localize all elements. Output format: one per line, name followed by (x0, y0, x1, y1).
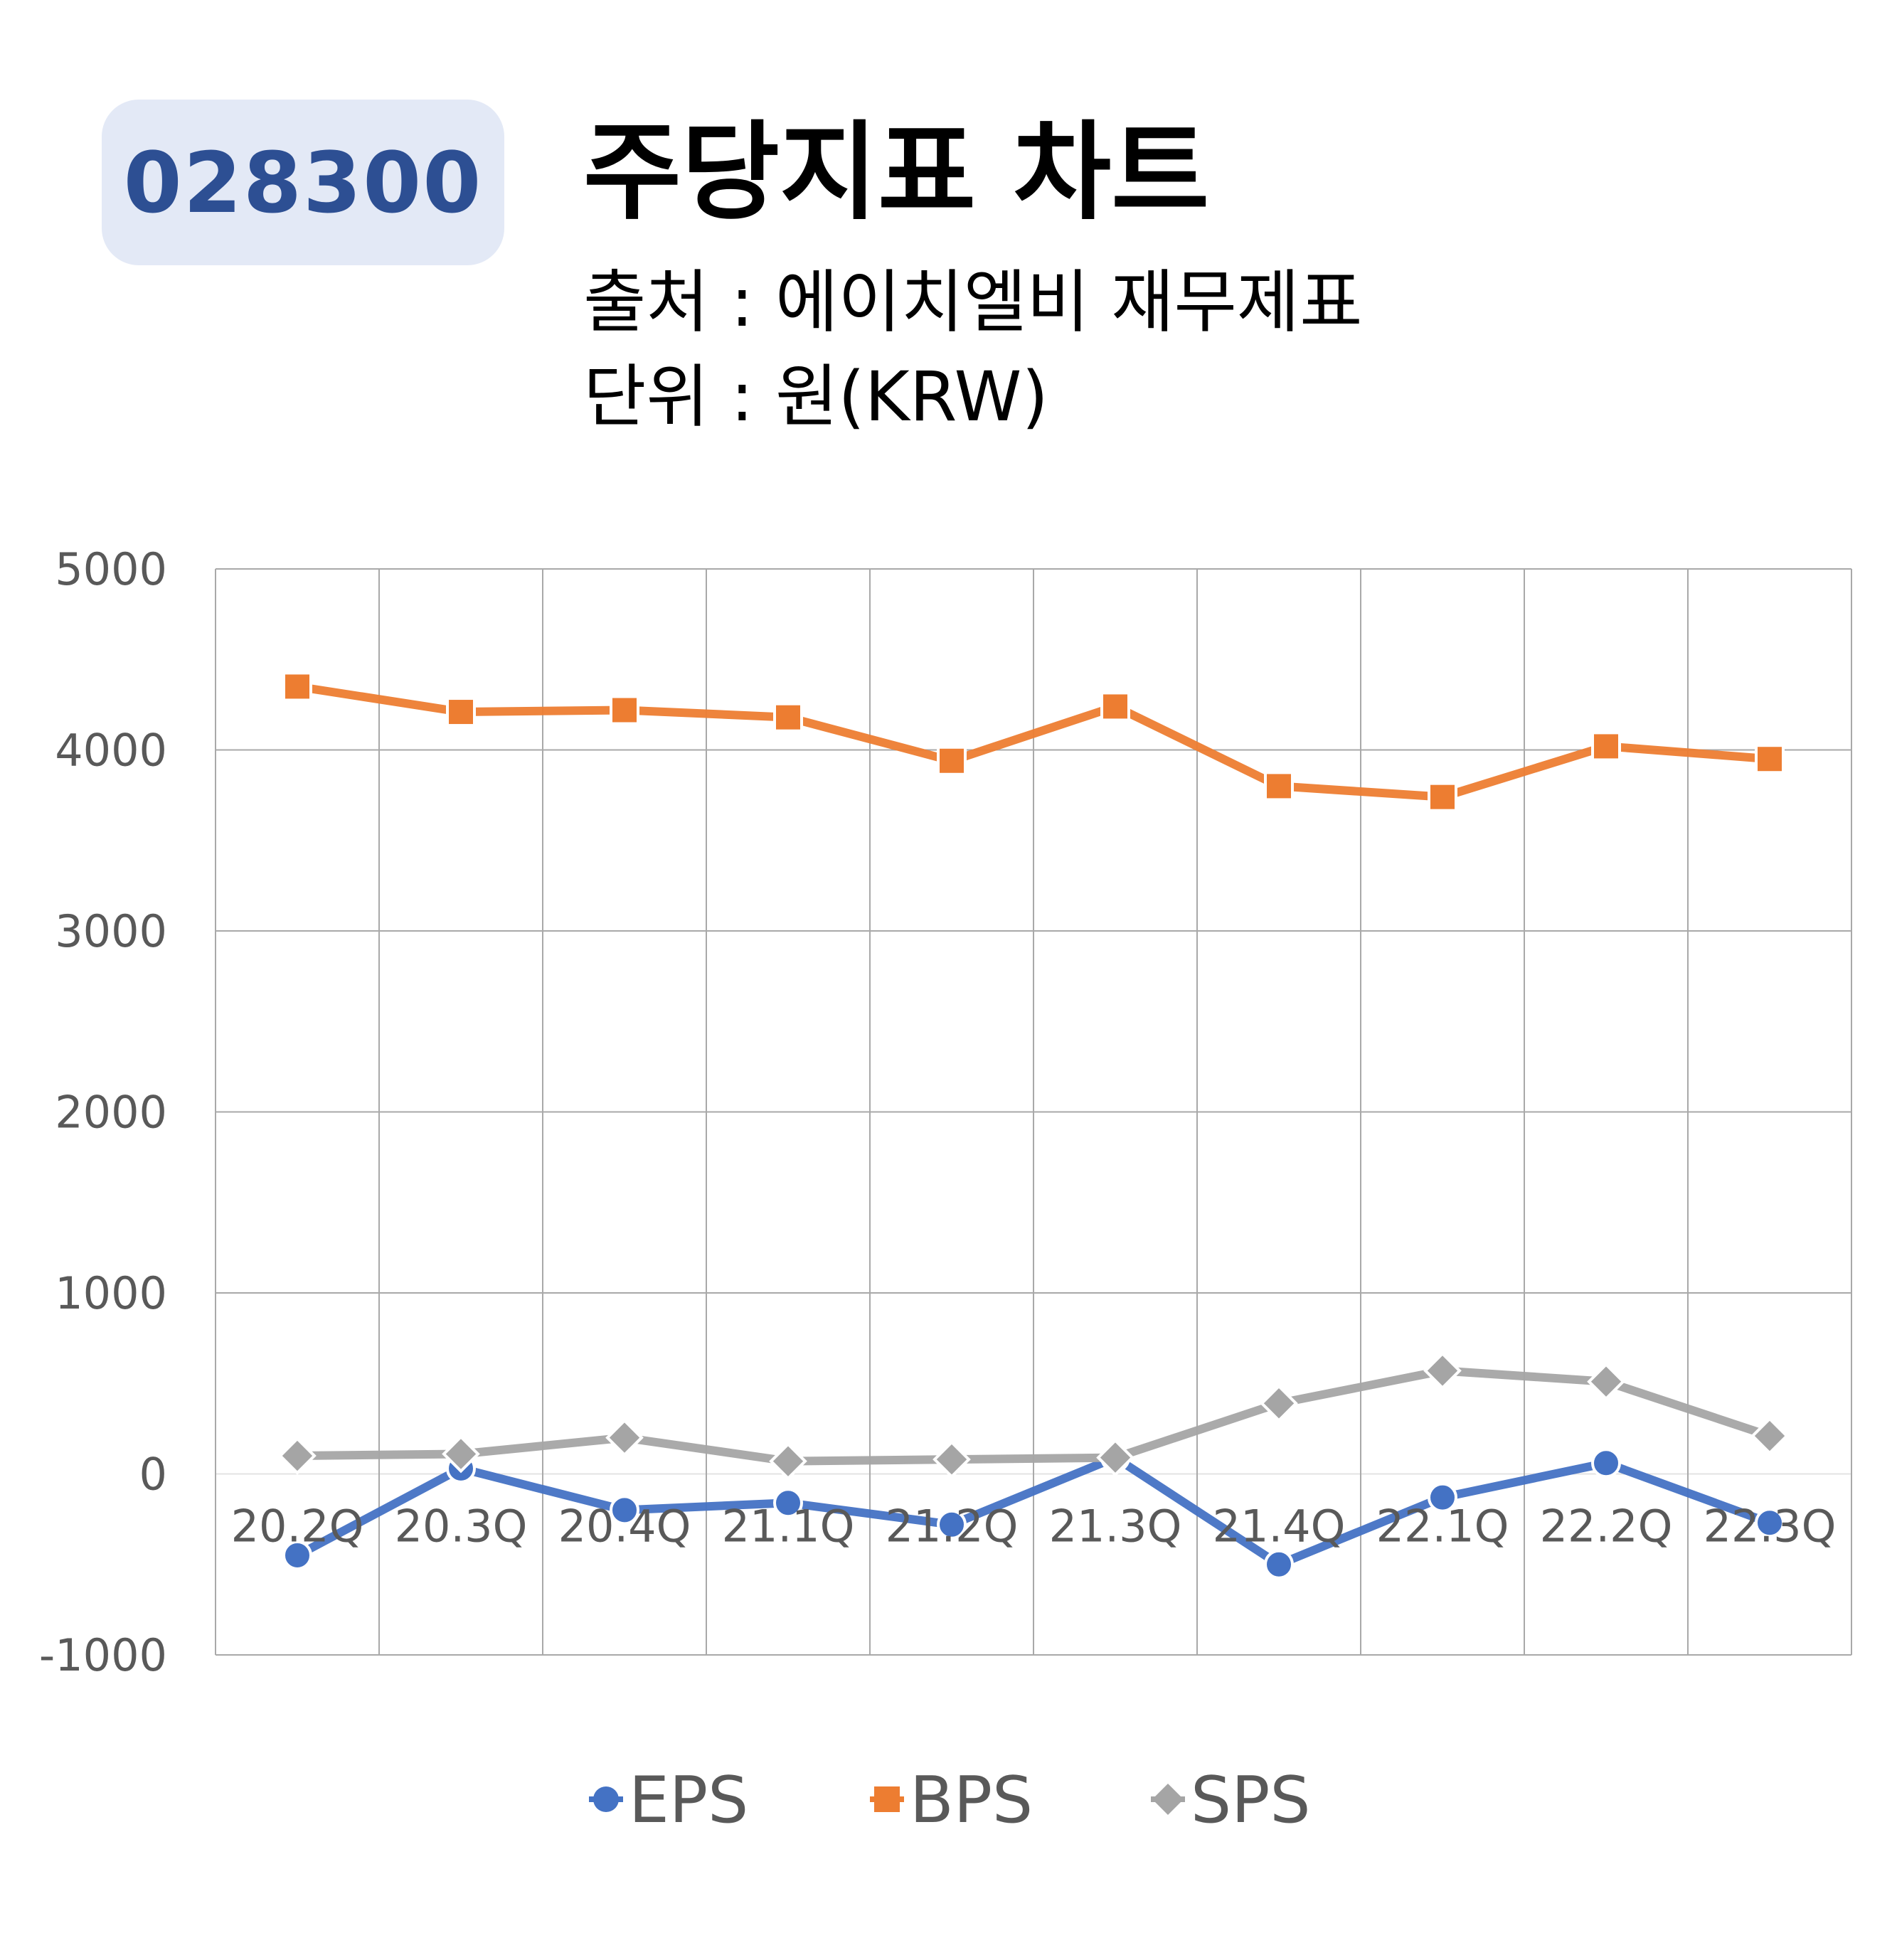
series-line-eps (293, 1453, 1774, 1569)
stock-code: 028300 (123, 133, 483, 232)
data-point-sps (278, 1437, 317, 1475)
x-tick-label: 20.2Q (231, 1501, 364, 1552)
y-tick-label: 3000 (55, 905, 167, 957)
data-point-sps (605, 1418, 644, 1457)
legend-marker-diamond (1152, 1784, 1184, 1815)
data-point-eps (610, 1495, 639, 1525)
legend-label: BPS (910, 1763, 1033, 1838)
data-point-bps (1264, 771, 1294, 801)
y-tick-label: 0 (139, 1449, 167, 1501)
data-point-sps (932, 1440, 971, 1479)
legend-label: SPS (1191, 1763, 1311, 1838)
data-point-eps (1264, 1549, 1294, 1580)
unit-label: 단위 : 원(KRW) (583, 357, 1048, 437)
data-point-eps (937, 1509, 967, 1540)
series-line-bps (293, 682, 1774, 801)
data-point-bps (282, 671, 312, 702)
x-tick-label: 22.1Q (1376, 1501, 1509, 1552)
data-point-bps (1591, 731, 1621, 762)
x-tick-label: 22.2Q (1540, 1501, 1673, 1552)
data-point-eps (1428, 1482, 1457, 1513)
x-tick-label: 20.4Q (558, 1501, 691, 1552)
data-point-eps (1755, 1508, 1785, 1538)
source-label: 출처 : 에이치엘비 재무제표 (583, 262, 1363, 342)
data-point-eps (282, 1540, 312, 1571)
data-point-bps (1428, 782, 1457, 812)
series-sps (278, 1351, 1789, 1481)
chart-title: 주당지표 차트 (583, 111, 1210, 235)
x-tick-label: 21.4Q (1213, 1501, 1346, 1552)
y-tick-label: 1000 (55, 1267, 167, 1319)
data-point-bps (1100, 691, 1130, 722)
data-point-sps (769, 1442, 807, 1481)
data-point-bps (937, 745, 967, 776)
legend-item-sps: SPS (1151, 1763, 1311, 1838)
x-tick-label: 21.2Q (886, 1501, 1019, 1552)
legend-label: EPS (629, 1763, 748, 1838)
y-tick-label: 4000 (55, 725, 167, 777)
data-point-sps (442, 1434, 480, 1474)
y-tick-label: -1000 (39, 1629, 167, 1681)
series-line-sps (293, 1366, 1774, 1466)
x-tick-label: 22.3Q (1704, 1501, 1837, 1552)
x-tick-label: 21.1Q (722, 1501, 855, 1552)
stock-code-badge: 028300 (102, 100, 504, 265)
series-bps (282, 671, 1785, 812)
data-point-sps (1096, 1438, 1135, 1477)
y-tick-label: 5000 (55, 543, 167, 595)
data-point-bps (446, 697, 476, 728)
data-point-bps (773, 702, 803, 733)
data-point-sps (1423, 1351, 1462, 1390)
data-point-sps (1260, 1384, 1298, 1423)
data-point-bps (610, 695, 639, 725)
legend-marker-circle (593, 1786, 619, 1812)
y-tick-label: 2000 (55, 1087, 167, 1139)
data-point-bps (1755, 744, 1785, 774)
legend-item-bps: BPS (870, 1763, 1033, 1838)
legend-marker-square (874, 1786, 900, 1812)
x-tick-label: 20.3Q (395, 1501, 528, 1552)
data-point-eps (1591, 1448, 1621, 1479)
data-point-sps (1587, 1362, 1625, 1401)
data-point-sps (1750, 1417, 1789, 1455)
legend-item-eps: EPS (589, 1763, 748, 1838)
x-tick-label: 21.3Q (1049, 1501, 1182, 1552)
data-point-eps (773, 1488, 803, 1518)
